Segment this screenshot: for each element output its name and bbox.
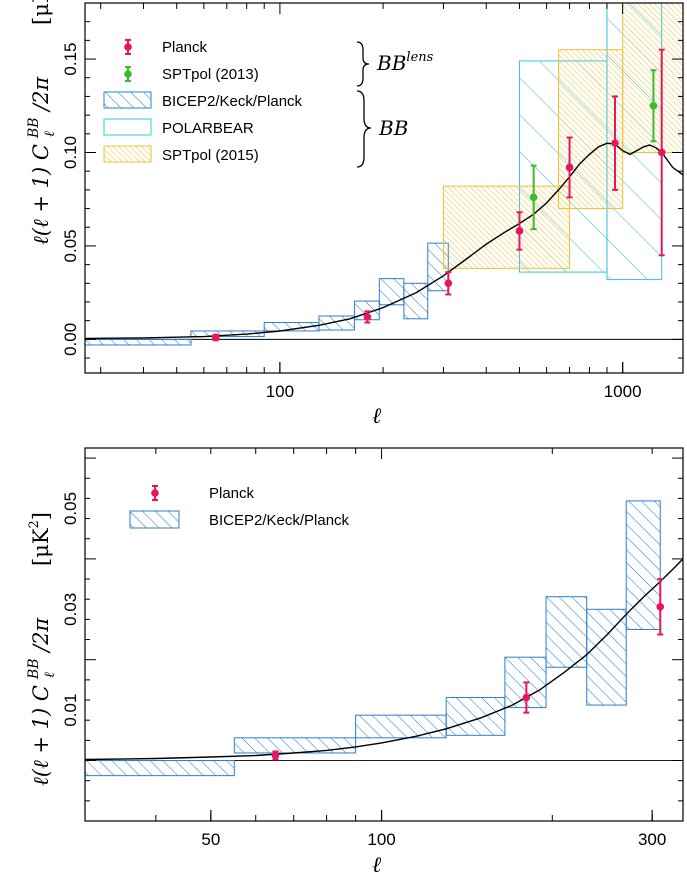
bicep2-keck-planck-box-1: [233, 737, 357, 754]
y-tick-label: 0.15: [61, 43, 80, 76]
brace-bb: [356, 90, 372, 168]
legend-bicep-swatch: [103, 91, 152, 109]
svg-text:BB: BB: [26, 117, 42, 139]
sptpol-2013-point-0: [529, 164, 538, 231]
planck-point-3: [515, 211, 524, 251]
x-tick-label: 300: [638, 830, 666, 849]
legend-planck-label: Planck: [162, 39, 208, 56]
bicep2-keck-planck-box-0: [84, 760, 235, 777]
sptpol-2015-box-1: [558, 49, 624, 210]
svg-text:/2π: /2π: [29, 76, 53, 113]
legend-planck-marker-bottom: [151, 485, 159, 501]
planck-point-0: [271, 750, 280, 761]
y-tick-label: 0.05: [61, 229, 80, 262]
y-tick-label: 0.00: [61, 323, 80, 356]
bottom-y-axis-label: ℓ(ℓ + 1) C ℓ BB /2π [μK2]: [26, 512, 58, 786]
theory-curve: [84, 142, 684, 340]
planck-point-2: [444, 271, 453, 296]
top-plot-frame: [84, 2, 684, 374]
x-tick-label: 50: [201, 830, 220, 849]
planck-point-5: [611, 95, 619, 191]
legend-bicep-swatch-bottom: [129, 510, 180, 529]
bicep2-keck-planck-box-0: [84, 338, 192, 346]
bicep2-keck-planck-box-5: [545, 596, 588, 668]
brace-lens-label: BBlens: [376, 50, 434, 75]
top-panel: 100 1000 0.00 0.05 0.10 0.15 Planck SPTpol (2…: [26, 0, 684, 429]
bicep2-keck-planck-box-6: [403, 282, 429, 320]
sptpol-2013-point-1: [649, 69, 658, 143]
bottom-panel: 50 100 300 0.01 0.03 0.05 Planck BICEP2/Keck/…: [26, 447, 684, 878]
top-axis-ticks: 100 1000 0.00 0.05 0.10 0.15: [61, 2, 683, 401]
x-tick-label: 1000: [604, 382, 642, 401]
bottom-legend: Planck BICEP2/Keck/Planck: [129, 485, 350, 529]
legend-polarbear-swatch: [103, 118, 152, 136]
svg-text:ℓ: ℓ: [42, 672, 58, 678]
x-tick-label: 100: [266, 382, 294, 401]
planck-point-6: [657, 48, 666, 257]
planck-point-1: [363, 310, 372, 324]
planck-point-4: [565, 136, 574, 199]
legend-bicep-label: BICEP2/Keck/Planck: [162, 93, 303, 110]
planck-point-1: [522, 681, 531, 714]
svg-text:BB: BB: [26, 658, 42, 680]
top-legend: Planck SPTpol (2013) BICEP2/Keck/Planck …: [103, 39, 434, 168]
svg-text:ℓ(ℓ + 1) C: ℓ(ℓ + 1) C: [29, 685, 53, 786]
bicep2-keck-planck-box-7: [625, 500, 661, 630]
bicep2-keck-planck-box-3: [445, 697, 506, 736]
bottom-plot-frame: [84, 447, 684, 822]
y-tick-label: 0.03: [61, 593, 80, 626]
top-y-axis-label: ℓ(ℓ + 1) C ℓ BB /2π [μK2]: [26, 0, 58, 245]
legend-polarbear-label: POLARBEAR: [162, 120, 254, 137]
theory-curve: [84, 558, 684, 761]
legend-sptpol2015-label: SPTpol (2015): [162, 147, 259, 164]
bottom-x-axis-label: ℓ: [372, 853, 382, 878]
legend-sptpol2013-marker: [124, 66, 132, 82]
legend-planck-label-bottom: Planck: [209, 485, 255, 502]
svg-text:ℓ: ℓ: [42, 131, 58, 137]
legend-sptpol2013-label: SPTpol (2013): [162, 66, 259, 83]
top-plot-marks: [84, 2, 684, 346]
y-tick-label: 0.05: [61, 492, 80, 525]
bottom-axis-ticks: 50 100 300 0.01 0.03 0.05: [61, 448, 683, 849]
svg-text:[μK2]: [μK2]: [27, 0, 53, 25]
svg-text:ℓ(ℓ + 1) C: ℓ(ℓ + 1) C: [29, 144, 53, 245]
bicep2-keck-planck-box-1: [190, 330, 265, 338]
brace-bb-label: BB: [378, 116, 408, 140]
planck-point-0: [211, 333, 220, 342]
bicep2-keck-planck-box-5: [378, 278, 405, 306]
bicep2-keck-planck-box-3: [318, 315, 355, 331]
y-tick-label: 0.01: [61, 694, 80, 727]
bottom-plot-marks: [84, 500, 684, 777]
bicep2-keck-planck-box-6: [586, 608, 627, 706]
bicep2-keck-planck-box-2: [355, 714, 447, 739]
planck-point-2: [656, 578, 665, 636]
svg-text:[μK2]: [μK2]: [27, 512, 53, 566]
legend-bicep-label-bottom: BICEP2/Keck/Planck: [209, 512, 350, 529]
legend-sptpol2015-swatch: [103, 145, 152, 163]
y-tick-label: 0.10: [61, 136, 80, 169]
x-tick-label: 100: [367, 830, 395, 849]
legend-planck-marker: [124, 39, 132, 55]
svg-text:/2π: /2π: [29, 617, 53, 654]
brace-lens: [356, 41, 370, 87]
top-x-axis-label: ℓ: [372, 404, 382, 429]
